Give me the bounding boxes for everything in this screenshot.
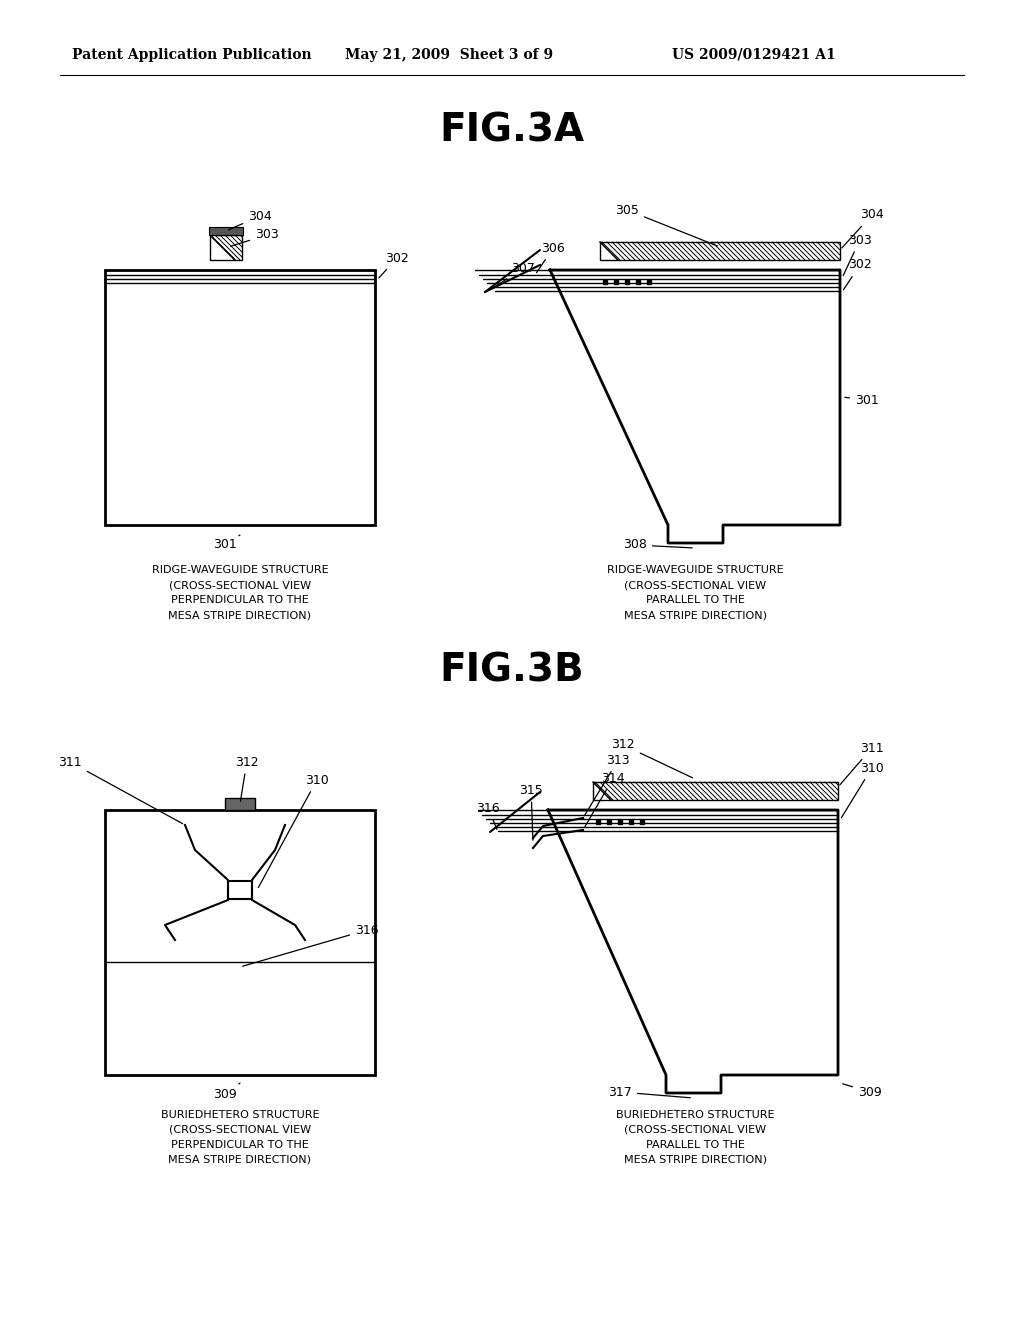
Text: PARALLEL TO THE: PARALLEL TO THE bbox=[645, 1140, 744, 1150]
Text: 302: 302 bbox=[379, 252, 409, 279]
Text: 309: 309 bbox=[213, 1082, 240, 1101]
Text: (CROSS-SECTIONAL VIEW: (CROSS-SECTIONAL VIEW bbox=[169, 1125, 311, 1135]
Bar bbox=[593, 781, 838, 800]
Text: 312: 312 bbox=[611, 738, 692, 777]
Text: BURIEDHETERO STRUCTURE: BURIEDHETERO STRUCTURE bbox=[161, 1110, 319, 1119]
Text: MESA STRIPE DIRECTION): MESA STRIPE DIRECTION) bbox=[169, 1155, 311, 1166]
Bar bbox=[210, 235, 242, 260]
Text: MESA STRIPE DIRECTION): MESA STRIPE DIRECTION) bbox=[169, 610, 311, 620]
Text: 316: 316 bbox=[243, 924, 379, 966]
Text: 307: 307 bbox=[493, 261, 535, 289]
Text: RIDGE-WAVEGUIDE STRUCTURE: RIDGE-WAVEGUIDE STRUCTURE bbox=[606, 565, 783, 576]
Text: PARALLEL TO THE: PARALLEL TO THE bbox=[645, 595, 744, 605]
Text: (CROSS-SECTIONAL VIEW: (CROSS-SECTIONAL VIEW bbox=[169, 579, 311, 590]
Bar bbox=[105, 271, 375, 525]
Text: 305: 305 bbox=[615, 203, 718, 246]
Text: 310: 310 bbox=[842, 762, 884, 817]
Bar bbox=[105, 810, 375, 1074]
Bar bbox=[228, 880, 252, 899]
Text: 309: 309 bbox=[843, 1084, 882, 1098]
Text: 311: 311 bbox=[58, 755, 182, 824]
Text: 314: 314 bbox=[585, 771, 625, 828]
Text: 316: 316 bbox=[476, 801, 500, 829]
Text: 317: 317 bbox=[608, 1085, 690, 1098]
Text: (CROSS-SECTIONAL VIEW: (CROSS-SECTIONAL VIEW bbox=[624, 579, 766, 590]
Text: May 21, 2009  Sheet 3 of 9: May 21, 2009 Sheet 3 of 9 bbox=[345, 48, 553, 62]
Text: 306: 306 bbox=[537, 242, 565, 273]
Text: PERPENDICULAR TO THE: PERPENDICULAR TO THE bbox=[171, 1140, 309, 1150]
Text: 308: 308 bbox=[623, 539, 692, 552]
Text: MESA STRIPE DIRECTION): MESA STRIPE DIRECTION) bbox=[624, 1155, 767, 1166]
Bar bbox=[225, 799, 255, 810]
Text: 315: 315 bbox=[519, 784, 543, 841]
Text: 301: 301 bbox=[213, 535, 240, 552]
Text: RIDGE-WAVEGUIDE STRUCTURE: RIDGE-WAVEGUIDE STRUCTURE bbox=[152, 565, 329, 576]
Text: US 2009/0129421 A1: US 2009/0129421 A1 bbox=[672, 48, 836, 62]
Text: 304: 304 bbox=[842, 209, 884, 248]
Text: 311: 311 bbox=[840, 742, 884, 785]
Text: 304: 304 bbox=[228, 210, 271, 230]
Bar bbox=[209, 227, 243, 235]
Bar bbox=[600, 242, 840, 260]
Text: 302: 302 bbox=[844, 259, 871, 289]
Text: FIG.3A: FIG.3A bbox=[439, 111, 585, 149]
Text: PERPENDICULAR TO THE: PERPENDICULAR TO THE bbox=[171, 595, 309, 605]
Text: 313: 313 bbox=[585, 754, 630, 816]
Text: 312: 312 bbox=[234, 755, 259, 801]
Text: 301: 301 bbox=[845, 393, 879, 407]
Text: Patent Application Publication: Patent Application Publication bbox=[72, 48, 311, 62]
Text: 303: 303 bbox=[230, 228, 279, 247]
Text: FIG.3B: FIG.3B bbox=[439, 651, 585, 689]
Text: 303: 303 bbox=[843, 234, 871, 276]
Text: BURIEDHETERO STRUCTURE: BURIEDHETERO STRUCTURE bbox=[615, 1110, 774, 1119]
Text: (CROSS-SECTIONAL VIEW: (CROSS-SECTIONAL VIEW bbox=[624, 1125, 766, 1135]
Text: 310: 310 bbox=[258, 774, 329, 887]
Text: MESA STRIPE DIRECTION): MESA STRIPE DIRECTION) bbox=[624, 610, 767, 620]
